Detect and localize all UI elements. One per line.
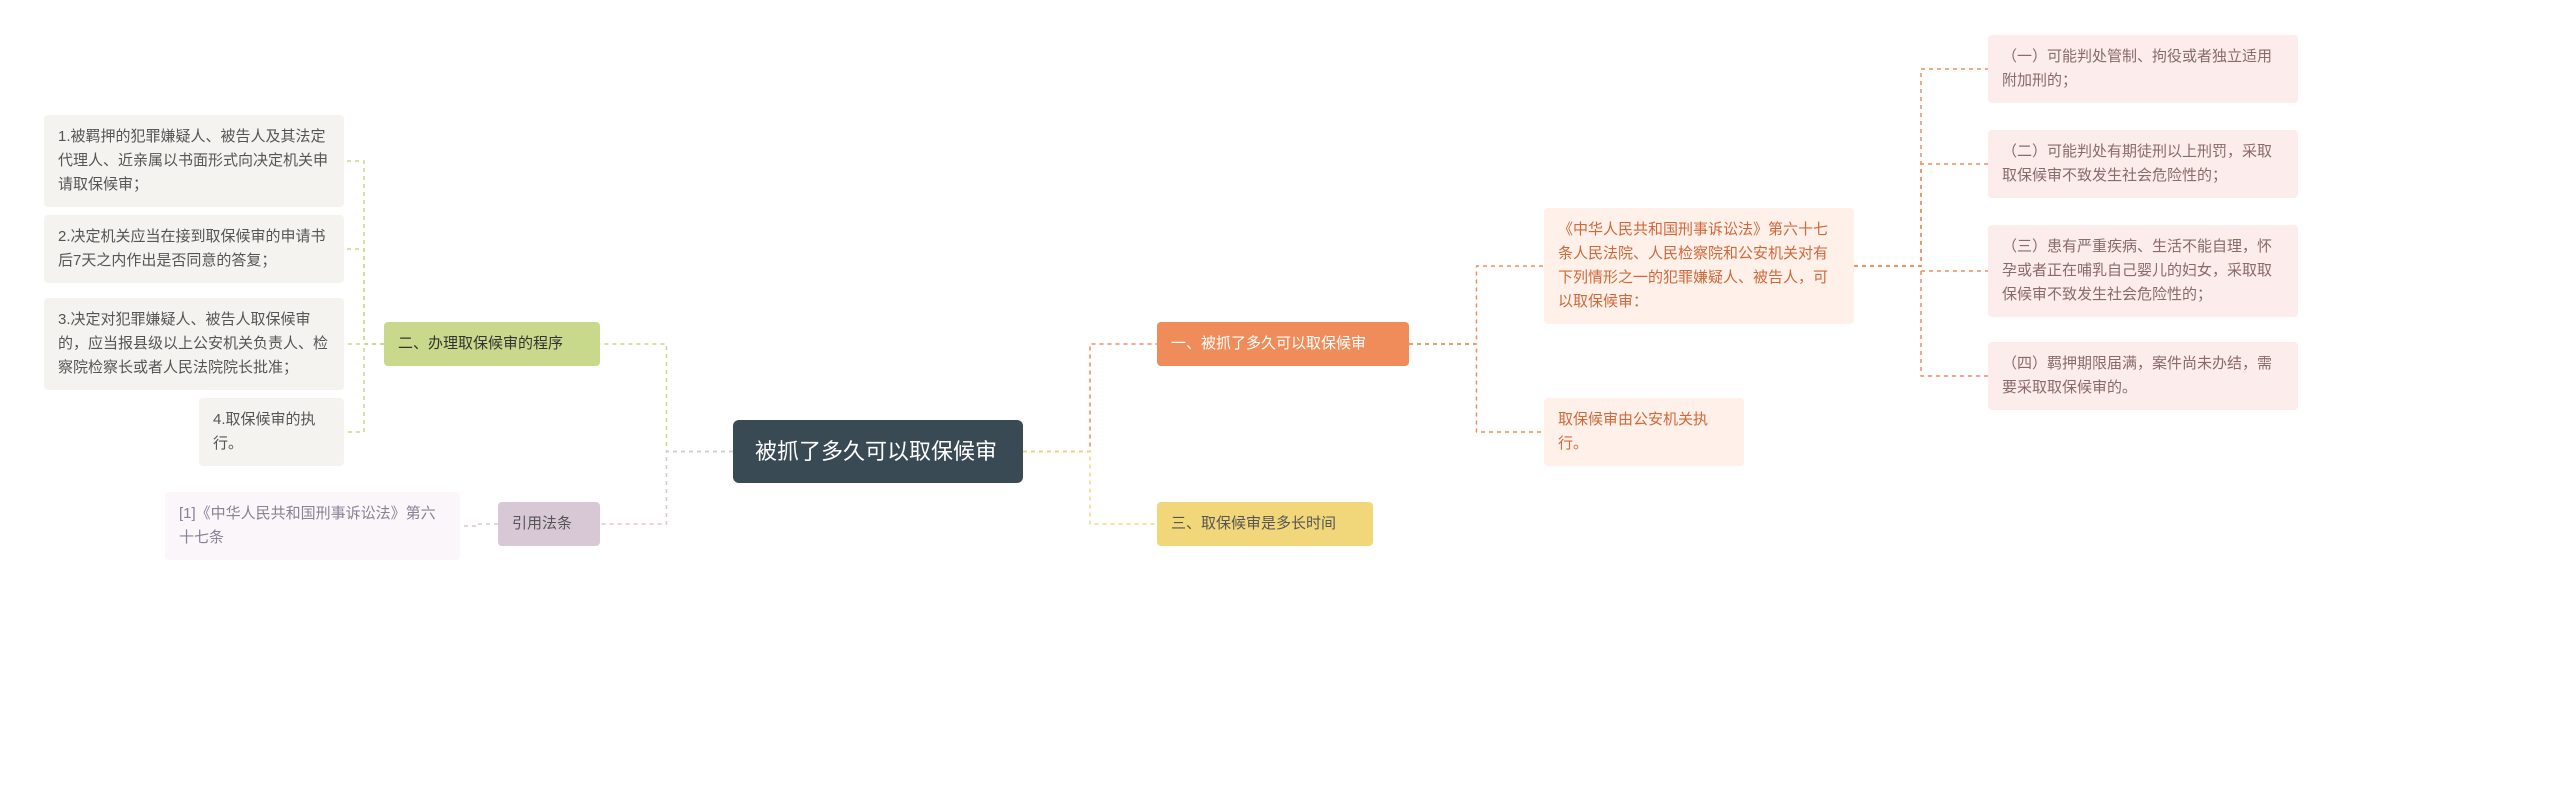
- node-b1c1d: （四）羁押期限届满，案件尚未办结，需要采取取保候审的。: [1988, 342, 2298, 410]
- node-b1c1a: （一）可能判处管制、拘役或者独立适用附加刑的；: [1988, 35, 2298, 103]
- node-b2c3: 3.决定对犯罪嫌疑人、被告人取保候审的，应当报县级以上公安机关负责人、检察院检察…: [44, 298, 344, 390]
- node-b1: 一、被抓了多久可以取保候审: [1157, 322, 1409, 366]
- node-b2c4: 4.取保候审的执行。: [199, 398, 344, 466]
- node-b1c1b: （二）可能判处有期徒刑以上刑罚，采取取保候审不致发生社会危险性的；: [1988, 130, 2298, 198]
- node-b4c1: [1]《中华人民共和国刑事诉讼法》第六十七条: [165, 492, 460, 560]
- node-b1c1c: （三）患有严重疾病、生活不能自理，怀孕或者正在哺乳自己婴儿的妇女，采取取保候审不…: [1988, 225, 2298, 317]
- node-b1c1: 《中华人民共和国刑事诉讼法》第六十七条人民法院、人民检察院和公安机关对有下列情形…: [1544, 208, 1854, 324]
- node-b2: 二、办理取保候审的程序: [384, 322, 600, 366]
- node-root: 被抓了多久可以取保候审: [733, 420, 1023, 483]
- node-b3: 三、取保候审是多长时间: [1157, 502, 1373, 546]
- mindmap-canvas: 被抓了多久可以取保候审 二、办理取保候审的程序 1.被羁押的犯罪嫌疑人、被告人及其法…: [0, 0, 2560, 790]
- node-b4: 引用法条: [498, 502, 600, 546]
- node-b1c2: 取保候审由公安机关执行。: [1544, 398, 1744, 466]
- node-b2c2: 2.决定机关应当在接到取保候审的申请书后7天之内作出是否同意的答复；: [44, 215, 344, 283]
- node-b2c1: 1.被羁押的犯罪嫌疑人、被告人及其法定代理人、近亲属以书面形式向决定机关申请取保…: [44, 115, 344, 207]
